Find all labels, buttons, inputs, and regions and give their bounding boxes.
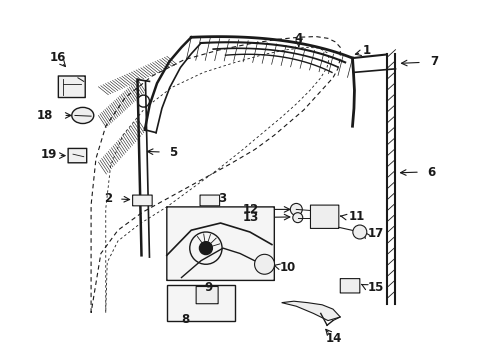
Circle shape — [290, 203, 302, 215]
Text: 12: 12 — [243, 203, 259, 216]
Text: 11: 11 — [348, 211, 365, 224]
Text: 13: 13 — [243, 211, 259, 224]
FancyBboxPatch shape — [133, 195, 152, 206]
Text: 4: 4 — [294, 32, 303, 45]
Text: 18: 18 — [37, 109, 53, 122]
FancyBboxPatch shape — [200, 195, 220, 206]
Text: 7: 7 — [431, 55, 439, 68]
FancyBboxPatch shape — [340, 279, 360, 293]
Text: 2: 2 — [104, 192, 112, 205]
Circle shape — [199, 242, 212, 255]
Circle shape — [255, 254, 274, 274]
Text: 1: 1 — [363, 44, 371, 57]
Text: 6: 6 — [427, 166, 435, 179]
Circle shape — [293, 213, 303, 222]
Text: 8: 8 — [181, 312, 190, 326]
Text: 19: 19 — [40, 148, 57, 161]
Circle shape — [353, 225, 367, 239]
Text: 17: 17 — [368, 227, 384, 240]
Ellipse shape — [72, 107, 94, 123]
FancyBboxPatch shape — [58, 76, 85, 98]
Text: 9: 9 — [204, 281, 213, 294]
FancyBboxPatch shape — [167, 207, 274, 280]
Polygon shape — [282, 301, 340, 320]
Text: 16: 16 — [50, 51, 67, 64]
FancyBboxPatch shape — [196, 287, 218, 304]
Text: 15: 15 — [368, 281, 385, 294]
FancyBboxPatch shape — [68, 148, 87, 163]
Bar — [167, 285, 235, 320]
Text: 3: 3 — [218, 192, 226, 205]
Text: 14: 14 — [326, 332, 342, 345]
Text: 5: 5 — [169, 145, 177, 158]
Text: 10: 10 — [280, 261, 296, 274]
FancyBboxPatch shape — [311, 205, 339, 228]
